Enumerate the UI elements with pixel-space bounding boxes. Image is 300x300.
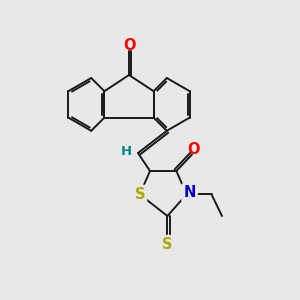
Text: S: S <box>162 237 173 252</box>
Text: S: S <box>135 187 145 202</box>
Text: O: O <box>123 38 135 53</box>
Text: O: O <box>187 142 200 157</box>
Text: H: H <box>121 145 132 158</box>
Text: N: N <box>183 185 196 200</box>
